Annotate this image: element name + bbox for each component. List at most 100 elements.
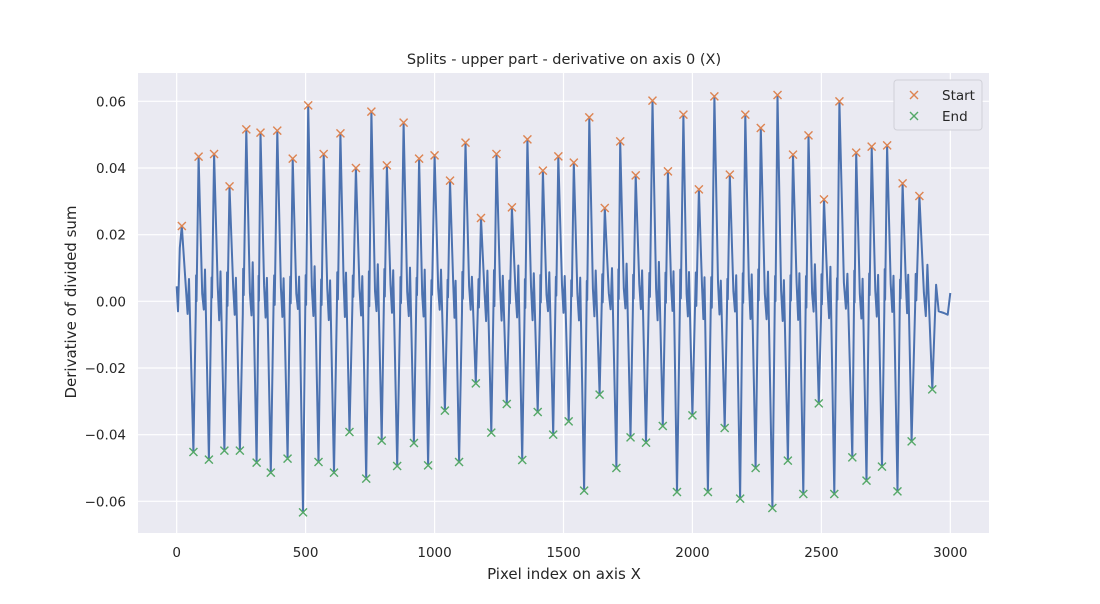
end-marker	[298, 507, 308, 517]
chart-title: Splits - upper part - derivative on axis…	[407, 52, 721, 68]
marker-stroke	[454, 457, 464, 467]
end-marker	[626, 432, 636, 442]
marker-stroke	[600, 203, 610, 213]
marker-stroke	[382, 160, 392, 170]
start-marker	[507, 202, 517, 212]
start-marker	[241, 124, 251, 134]
x-tick-label: 3000	[933, 545, 967, 561]
end-marker	[892, 486, 902, 496]
marker-stroke	[288, 154, 298, 164]
end-marker	[188, 447, 198, 457]
start-marker	[663, 166, 673, 176]
end-marker	[595, 390, 605, 400]
end-marker	[720, 423, 730, 433]
end-series	[188, 378, 937, 517]
end-marker	[877, 462, 887, 472]
end-marker	[377, 436, 387, 446]
end-marker	[672, 487, 682, 497]
end-marker	[751, 463, 761, 473]
marker-stroke	[862, 476, 872, 486]
start-marker	[366, 107, 376, 117]
end-marker	[907, 436, 917, 446]
end-marker	[219, 446, 229, 456]
marker-stroke	[471, 378, 481, 388]
start-marker	[399, 118, 409, 128]
start-marker	[351, 163, 361, 173]
start-marker	[600, 203, 610, 213]
start-marker	[834, 96, 844, 106]
end-marker	[533, 407, 543, 417]
start-marker	[522, 134, 532, 144]
marker-stroke	[522, 134, 532, 144]
start-marker	[631, 170, 641, 180]
y-axis-label: Derivative of divided sum	[62, 205, 80, 398]
start-marker	[740, 110, 750, 120]
marker-stroke	[803, 130, 813, 140]
marker-stroke	[553, 151, 563, 161]
end-marker	[204, 455, 214, 465]
marker-stroke	[615, 136, 625, 146]
marker-stroke	[788, 150, 798, 160]
start-marker	[756, 123, 766, 133]
marker-stroke	[877, 462, 887, 472]
start-marker	[461, 138, 471, 148]
marker-stroke	[194, 152, 204, 162]
start-marker	[867, 142, 877, 152]
marker-stroke	[703, 487, 713, 497]
end-marker	[767, 503, 777, 513]
end-marker	[862, 476, 872, 486]
marker-stroke	[329, 468, 339, 478]
end-marker	[783, 456, 793, 466]
end-marker	[735, 494, 745, 504]
x-tick-label: 0	[172, 545, 181, 561]
marker-stroke	[927, 384, 937, 394]
marker-stroke	[319, 149, 329, 159]
end-marker	[548, 430, 558, 440]
y-tick-label: −0.04	[85, 428, 126, 444]
start-marker	[819, 194, 829, 204]
marker-stroke	[502, 399, 512, 409]
marker-stroke	[663, 166, 673, 176]
end-marker	[658, 421, 668, 431]
marker-stroke	[626, 432, 636, 442]
start-series	[177, 90, 924, 231]
marker-stroke	[486, 428, 496, 438]
start-marker	[255, 128, 265, 138]
start-marker	[553, 151, 563, 161]
end-marker	[579, 486, 589, 496]
end-marker	[564, 416, 574, 426]
marker-stroke	[907, 436, 917, 446]
end-marker	[252, 458, 262, 468]
y-tick-label: 0.04	[96, 161, 126, 177]
marker-stroke	[892, 486, 902, 496]
marker-stroke	[351, 163, 361, 173]
end-marker	[798, 489, 808, 499]
legend-marker-start	[909, 90, 919, 100]
marker-stroke	[476, 213, 486, 223]
marker-stroke	[909, 111, 919, 121]
marker-stroke	[720, 423, 730, 433]
start-marker	[898, 178, 908, 188]
marker-stroke	[344, 427, 354, 437]
marker-stroke	[366, 107, 376, 117]
start-marker	[647, 96, 657, 106]
legend-marker-end	[909, 111, 919, 121]
marker-stroke	[440, 406, 450, 416]
end-marker	[611, 463, 621, 473]
x-tick-label: 1000	[417, 545, 451, 561]
marker-stroke	[756, 123, 766, 133]
legend: Start End	[893, 79, 983, 131]
start-marker	[445, 176, 455, 186]
marker-stroke	[241, 124, 251, 134]
marker-stroke	[430, 150, 440, 160]
marker-stroke	[361, 474, 371, 484]
start-marker	[538, 166, 548, 176]
y-tick-label: −0.02	[85, 361, 126, 377]
start-marker	[476, 213, 486, 223]
marker-stroke	[255, 128, 265, 138]
marker-stroke	[694, 184, 704, 194]
marker-stroke	[538, 166, 548, 176]
marker-stroke	[517, 455, 527, 465]
legend-label-end: End	[942, 109, 968, 125]
